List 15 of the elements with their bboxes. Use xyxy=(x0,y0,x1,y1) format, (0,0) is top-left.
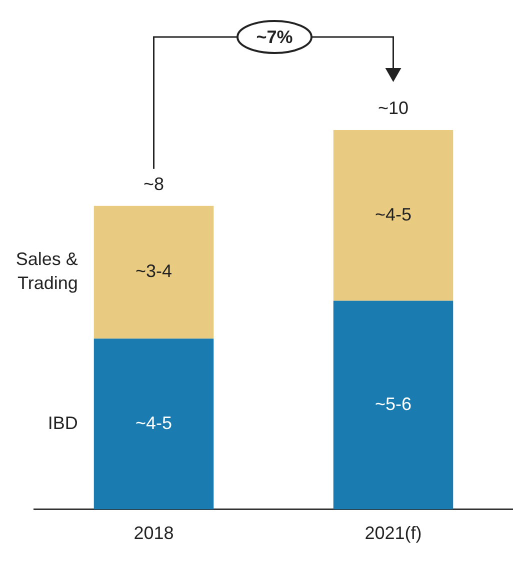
total-label: ~8 xyxy=(143,174,164,194)
x-tick-label: 2021(f) xyxy=(364,523,422,544)
bar xyxy=(94,206,214,339)
text: ~7% xyxy=(256,26,293,47)
total-label: ~10 xyxy=(378,98,409,118)
series-label: Sales & Trading xyxy=(16,249,78,294)
data-label: ~3-4 xyxy=(135,261,172,282)
x-tick-label: 2018 xyxy=(134,523,174,544)
data-label: ~4-5 xyxy=(135,413,172,434)
series-label: IBD xyxy=(48,413,78,434)
data-label: ~4-5 xyxy=(374,204,412,224)
bar xyxy=(333,300,454,510)
bar xyxy=(333,130,454,301)
data-label: ~5-6 xyxy=(374,394,412,414)
bar xyxy=(94,338,214,510)
